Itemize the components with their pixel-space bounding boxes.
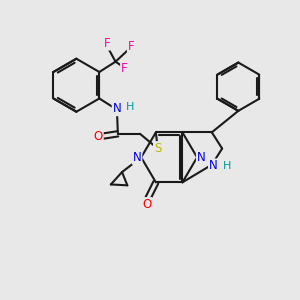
Text: N: N xyxy=(112,102,122,115)
Text: H: H xyxy=(126,102,134,112)
Text: N: N xyxy=(133,151,141,164)
Text: F: F xyxy=(121,62,128,75)
Text: S: S xyxy=(154,142,161,155)
Text: N: N xyxy=(197,151,206,164)
Text: N: N xyxy=(209,159,218,172)
Text: O: O xyxy=(94,130,103,143)
Text: O: O xyxy=(142,198,152,211)
Text: F: F xyxy=(103,37,110,50)
Text: F: F xyxy=(128,40,134,53)
Text: H: H xyxy=(223,161,231,171)
